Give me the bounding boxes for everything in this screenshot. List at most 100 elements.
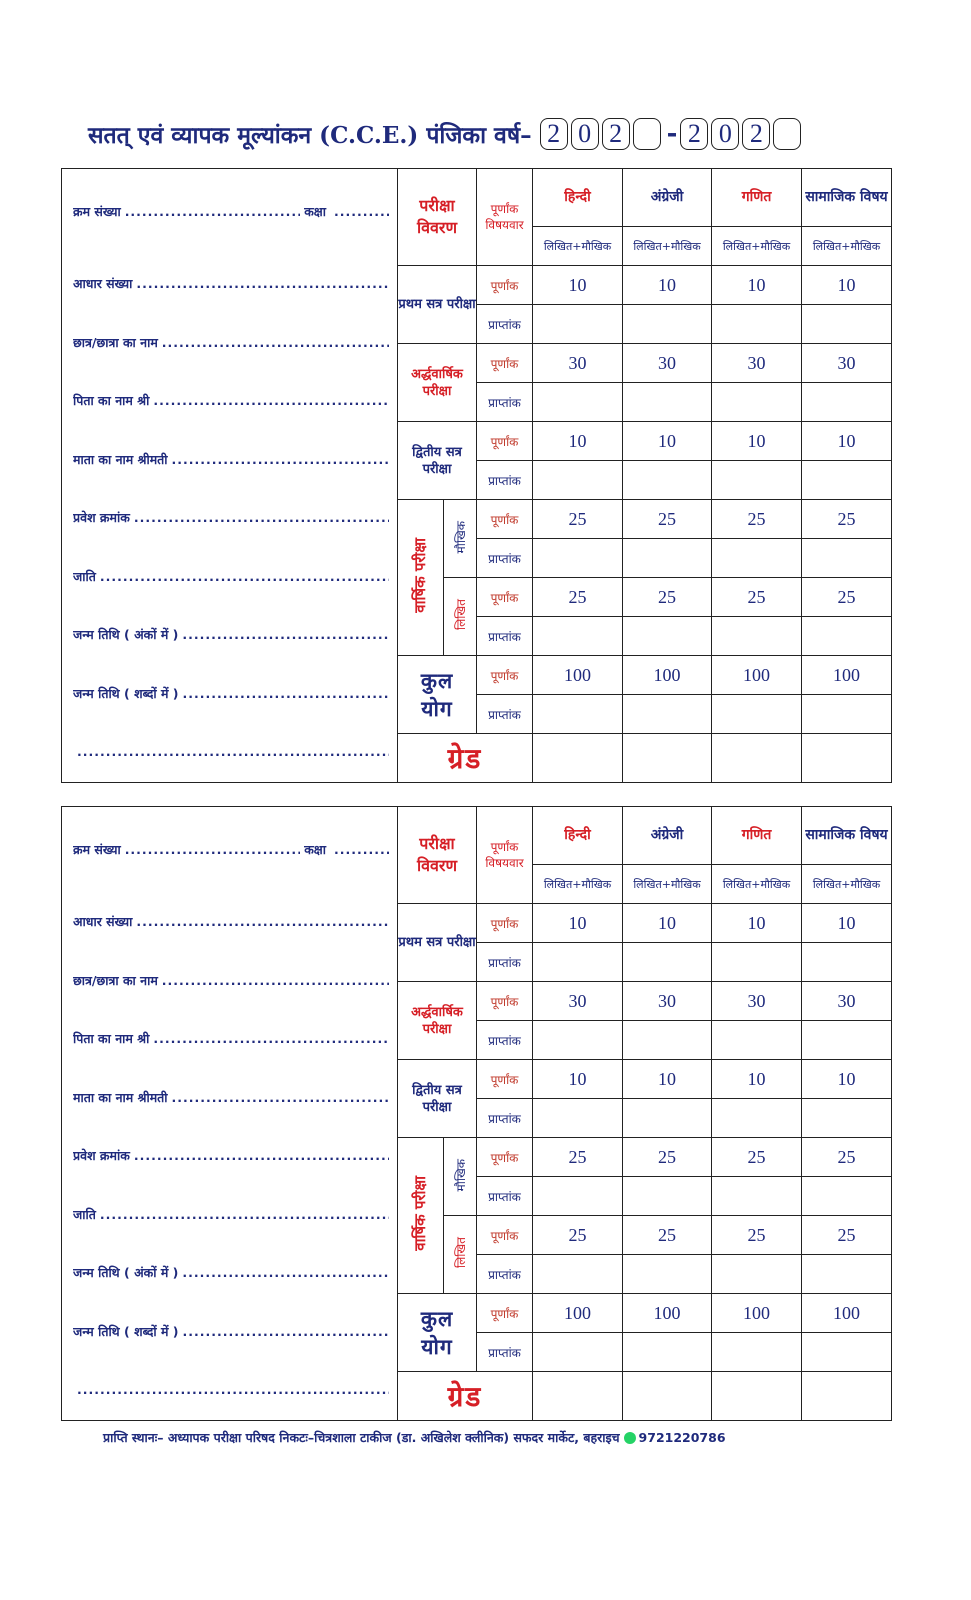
student-field[interactable]: प्रवेश क्रमांक [73, 1126, 389, 1185]
obtained-marks-input[interactable] [801, 694, 892, 734]
obtained-marks-input[interactable] [801, 1332, 892, 1372]
obtained-marks-input[interactable] [711, 1254, 802, 1294]
student-field[interactable]: छात्र/छात्रा का नाम [73, 313, 389, 372]
obtained-marks-input[interactable] [532, 942, 623, 982]
field-line[interactable] [334, 204, 389, 219]
field-line[interactable] [162, 335, 389, 350]
obtained-marks-input[interactable] [622, 616, 712, 656]
obtained-marks-input[interactable] [801, 1020, 892, 1060]
obtained-marks-input[interactable] [532, 460, 623, 500]
obtained-marks-input[interactable] [532, 1098, 623, 1138]
obtained-marks-input[interactable] [801, 616, 892, 656]
field-line[interactable] [77, 744, 389, 759]
student-field[interactable]: क्रम संख्या कक्षा [73, 808, 389, 893]
field-line[interactable] [125, 842, 301, 857]
grade-input[interactable] [711, 733, 802, 783]
obtained-marks-input[interactable] [801, 942, 892, 982]
obtained-marks-input[interactable] [711, 942, 802, 982]
student-field[interactable] [73, 1360, 389, 1419]
field-line[interactable] [100, 1207, 389, 1222]
obtained-marks-input[interactable] [801, 1176, 892, 1216]
obtained-marks-input[interactable] [622, 1254, 712, 1294]
obtained-marks-input[interactable] [711, 304, 802, 344]
student-field[interactable]: प्रवेश क्रमांक [73, 488, 389, 547]
field-line[interactable] [182, 627, 389, 642]
obtained-marks-input[interactable] [622, 942, 712, 982]
field-line[interactable] [334, 842, 389, 857]
student-field[interactable]: आधार संख्या [73, 892, 389, 951]
obtained-marks-input[interactable] [711, 1020, 802, 1060]
grade-input[interactable] [801, 733, 892, 783]
grade-input[interactable] [711, 1371, 802, 1421]
grade-input[interactable] [622, 1371, 712, 1421]
field-line[interactable] [100, 569, 389, 584]
year-digit-box[interactable]: 0 [711, 118, 740, 150]
obtained-marks-input[interactable] [532, 1254, 623, 1294]
field-line[interactable] [172, 1090, 389, 1105]
field-line[interactable] [125, 204, 301, 219]
obtained-marks-input[interactable] [801, 460, 892, 500]
obtained-marks-input[interactable] [622, 1176, 712, 1216]
student-field[interactable]: जाति [73, 1185, 389, 1244]
field-line[interactable] [162, 973, 389, 988]
obtained-marks-input[interactable] [622, 694, 712, 734]
obtained-marks-input[interactable] [532, 1176, 623, 1216]
year-digit-box[interactable]: 0 [570, 118, 599, 150]
field-line[interactable] [172, 452, 389, 467]
student-field[interactable]: जन्म तिथि ( अंकों में ) [73, 605, 389, 664]
student-field[interactable]: पिता का नाम श्री [73, 1009, 389, 1068]
field-line[interactable] [182, 1265, 389, 1280]
student-field[interactable]: जाति [73, 547, 389, 606]
student-field[interactable] [73, 722, 389, 781]
obtained-marks-input[interactable] [711, 1098, 802, 1138]
year-digit-box[interactable] [773, 118, 802, 150]
year-digit-box[interactable]: 2 [680, 118, 709, 150]
obtained-marks-input[interactable] [622, 1098, 712, 1138]
obtained-marks-input[interactable] [801, 1254, 892, 1294]
student-field[interactable]: माता का नाम श्रीमती [73, 430, 389, 489]
field-line[interactable] [134, 510, 389, 525]
student-field[interactable]: आधार संख्या [73, 254, 389, 313]
obtained-marks-input[interactable] [622, 1332, 712, 1372]
obtained-marks-input[interactable] [532, 694, 623, 734]
field-line[interactable] [153, 1031, 389, 1046]
obtained-marks-input[interactable] [711, 1332, 802, 1372]
obtained-marks-input[interactable] [801, 382, 892, 422]
obtained-marks-input[interactable] [622, 460, 712, 500]
field-line[interactable] [134, 1148, 389, 1163]
obtained-marks-input[interactable] [622, 382, 712, 422]
obtained-marks-input[interactable] [711, 694, 802, 734]
obtained-marks-input[interactable] [622, 304, 712, 344]
field-line[interactable] [183, 686, 389, 701]
obtained-marks-input[interactable] [532, 382, 623, 422]
obtained-marks-input[interactable] [801, 538, 892, 578]
obtained-marks-input[interactable] [532, 1020, 623, 1060]
student-field[interactable]: जन्म तिथि ( अंकों में ) [73, 1243, 389, 1302]
field-line[interactable] [183, 1324, 389, 1339]
obtained-marks-input[interactable] [532, 538, 623, 578]
student-field[interactable]: माता का नाम श्रीमती [73, 1068, 389, 1127]
obtained-marks-input[interactable] [711, 616, 802, 656]
student-field[interactable]: छात्र/छात्रा का नाम [73, 951, 389, 1010]
grade-input[interactable] [801, 1371, 892, 1421]
student-field[interactable]: जन्म तिथि ( शब्दों में ) [73, 664, 389, 723]
year-digit-box[interactable] [632, 118, 661, 150]
grade-input[interactable] [532, 733, 623, 783]
obtained-marks-input[interactable] [622, 1020, 712, 1060]
obtained-marks-input[interactable] [622, 538, 712, 578]
field-line[interactable] [77, 1382, 389, 1397]
field-line[interactable] [136, 276, 389, 291]
obtained-marks-input[interactable] [711, 382, 802, 422]
student-field[interactable]: जन्म तिथि ( शब्दों में ) [73, 1302, 389, 1361]
obtained-marks-input[interactable] [801, 1098, 892, 1138]
student-field[interactable]: क्रम संख्या कक्षा [73, 170, 389, 255]
obtained-marks-input[interactable] [532, 1332, 623, 1372]
obtained-marks-input[interactable] [711, 538, 802, 578]
obtained-marks-input[interactable] [801, 304, 892, 344]
obtained-marks-input[interactable] [711, 1176, 802, 1216]
year-digit-box[interactable]: 2 [539, 118, 568, 150]
obtained-marks-input[interactable] [532, 304, 623, 344]
year-digit-box[interactable]: 2 [601, 118, 630, 150]
obtained-marks-input[interactable] [532, 616, 623, 656]
grade-input[interactable] [532, 1371, 623, 1421]
